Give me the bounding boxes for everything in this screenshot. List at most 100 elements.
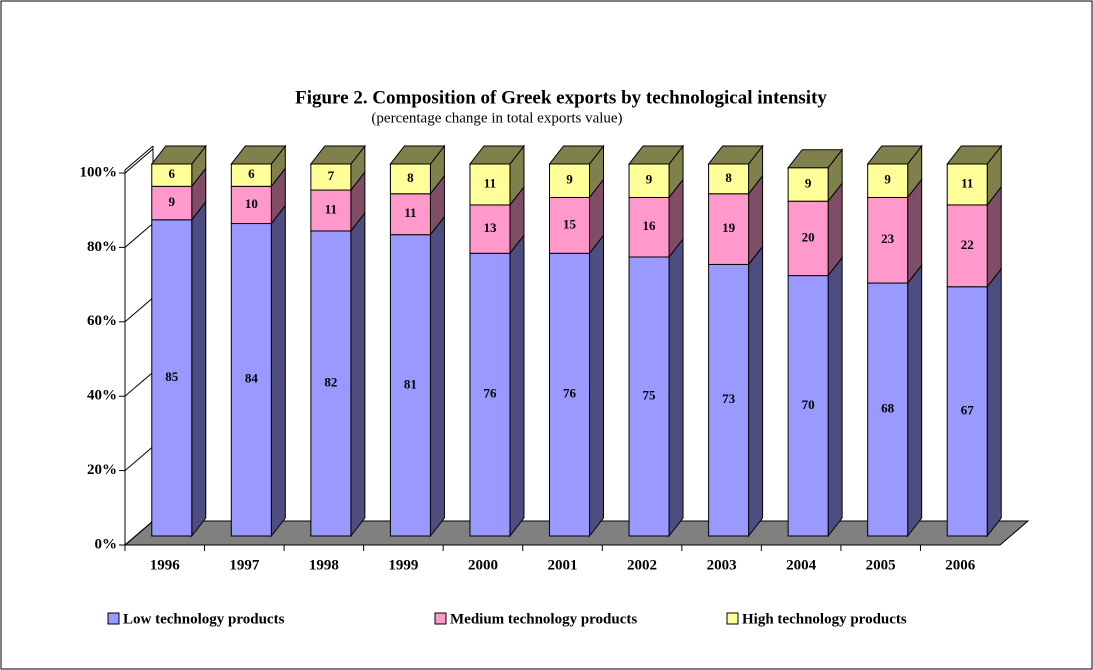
- bar-side: [986, 267, 1002, 538]
- bar: [151, 185, 193, 221]
- bar: [310, 189, 352, 232]
- data-label: 85: [165, 369, 179, 384]
- x-tick-label: 2006: [945, 557, 976, 573]
- bar-top: [468, 145, 525, 165]
- data-label: 6: [248, 166, 255, 181]
- y-tick-diag: [124, 371, 154, 397]
- data-label: 11: [325, 201, 337, 216]
- bar: [151, 219, 193, 537]
- data-label: 9: [646, 172, 653, 187]
- chart-subtitle: (percentage change in total exports valu…: [371, 110, 622, 126]
- x-tick-label: 2001: [548, 557, 578, 573]
- data-label: 8: [725, 170, 732, 185]
- data-label: 13: [483, 220, 497, 235]
- data-label: 6: [169, 166, 176, 181]
- y-tick-label: 60%: [87, 313, 117, 329]
- bar-top: [389, 145, 446, 165]
- y-tick-diag: [124, 520, 154, 546]
- bar: [469, 163, 511, 206]
- data-label: 20: [802, 229, 815, 244]
- bar-side: [270, 204, 286, 538]
- bar: [230, 223, 272, 537]
- legend-swatch: [107, 612, 120, 625]
- bar: [469, 204, 511, 254]
- data-label: 11: [404, 205, 416, 220]
- bar: [867, 282, 909, 537]
- x-tick-label: 2003: [707, 557, 737, 573]
- bar-side: [191, 200, 207, 538]
- bar-side: [429, 215, 445, 538]
- x-tick-label: 2005: [866, 557, 896, 573]
- x-tick-label: 2002: [627, 557, 657, 573]
- bar: [389, 163, 431, 195]
- bar: [310, 230, 352, 537]
- bar-top: [866, 145, 923, 165]
- x-tick-label: 2004: [786, 557, 817, 573]
- data-label: 23: [881, 231, 895, 246]
- wall-edge: [124, 145, 154, 171]
- data-label: 76: [483, 386, 497, 401]
- y-tick-diag: [124, 297, 154, 323]
- chart-title: Figure 2. Composition of Greek exports b…: [295, 87, 827, 108]
- bar: [628, 196, 670, 258]
- bar: [469, 252, 511, 537]
- data-label: 70: [802, 397, 815, 412]
- y-tick-label: 40%: [87, 388, 117, 404]
- bar: [230, 185, 272, 225]
- bar: [867, 163, 909, 198]
- bar: [946, 204, 988, 288]
- legend-label: Medium technology products: [450, 611, 637, 627]
- data-label: 11: [484, 175, 496, 190]
- bar: [708, 263, 750, 537]
- bar-side: [350, 211, 366, 538]
- data-label: 81: [404, 376, 417, 391]
- data-label: 68: [881, 401, 895, 416]
- legend-label: Low technology products: [123, 611, 285, 627]
- x-tick-label: 1997: [229, 557, 260, 573]
- bar-top: [548, 145, 605, 165]
- bar: [549, 252, 590, 537]
- legend-swatch: [434, 612, 447, 625]
- bar: [867, 196, 909, 284]
- data-label: 22: [961, 237, 974, 252]
- bar-top: [628, 145, 685, 165]
- bar: [946, 163, 988, 206]
- bar: [708, 163, 750, 195]
- x-tick-label: 1999: [388, 557, 418, 573]
- bar: [946, 286, 988, 537]
- bar: [787, 167, 829, 202]
- y-tick-label: 20%: [87, 462, 117, 478]
- bar-top: [309, 145, 366, 165]
- data-label: 9: [566, 172, 573, 187]
- bar-side: [748, 244, 764, 538]
- bar: [787, 200, 829, 277]
- bar: [389, 234, 431, 537]
- data-label: 9: [805, 175, 812, 190]
- bar-top: [707, 145, 764, 165]
- x-tick-label: 1998: [309, 557, 339, 573]
- data-label: 8: [407, 170, 414, 185]
- x-tick-label: 1996: [150, 557, 181, 573]
- y-tick-diag: [124, 446, 154, 471]
- data-label: 84: [245, 371, 259, 386]
- bar-top: [230, 145, 287, 165]
- bar-top: [946, 145, 1003, 165]
- data-label: 75: [643, 387, 657, 402]
- bar-side: [907, 263, 923, 538]
- data-label: 11: [961, 175, 973, 190]
- bar: [549, 196, 590, 254]
- legend-swatch: [726, 612, 739, 625]
- bar-top: [150, 145, 207, 165]
- x-tick-label: 2000: [468, 557, 498, 573]
- bar-side: [509, 233, 525, 538]
- data-label: 19: [722, 220, 736, 235]
- bar-side: [827, 256, 843, 538]
- data-label: 15: [563, 216, 577, 231]
- bar: [708, 193, 750, 265]
- data-label: 82: [324, 374, 337, 389]
- y-tick-diag: [124, 223, 154, 248]
- data-label: 10: [245, 196, 258, 211]
- bar: [628, 256, 670, 537]
- bar: [628, 163, 670, 198]
